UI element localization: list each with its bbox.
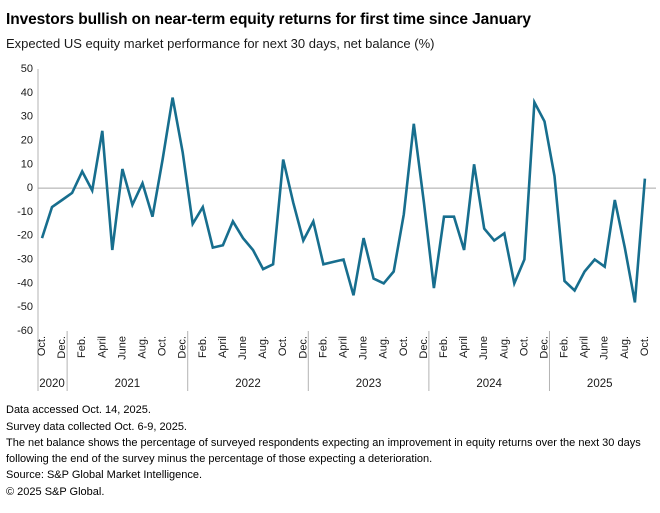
svg-text:April: April <box>96 336 108 358</box>
svg-text:Oct.: Oct. <box>398 336 410 356</box>
svg-text:Oct.: Oct. <box>36 336 48 356</box>
svg-text:Dec.: Dec. <box>56 336 68 359</box>
svg-text:Dec.: Dec. <box>538 336 550 359</box>
chart-footnotes: Data accessed Oct. 14, 2025. Survey data… <box>0 401 660 501</box>
footnote-copyright: © 2025 S&P Global. <box>6 486 105 499</box>
svg-text:40: 40 <box>21 87 33 99</box>
chart-subtitle: Expected US equity market performance fo… <box>6 36 435 52</box>
line-chart: 50 40 30 20 10 0 -10 -20 -30 -40 -50 -60 Oct. Dec. Feb… <box>0 54 660 401</box>
svg-text:April: April <box>217 336 229 358</box>
svg-text:2022: 2022 <box>235 378 261 390</box>
svg-text:-10: -10 <box>17 206 33 218</box>
svg-text:2024: 2024 <box>476 378 502 390</box>
svg-text:Oct.: Oct. <box>277 336 289 356</box>
footnote-data-accessed: Data accessed Oct. 14, 2025. <box>6 403 151 416</box>
svg-text:Aug.: Aug. <box>619 336 631 359</box>
svg-text:Oct.: Oct. <box>639 336 651 356</box>
svg-text:Feb.: Feb. <box>197 336 209 358</box>
svg-text:Feb.: Feb. <box>559 336 571 358</box>
svg-text:Dec.: Dec. <box>297 336 309 359</box>
footnote-source: Source: S&P Global Market Intelligence. <box>6 469 203 482</box>
svg-text:June: June <box>358 336 370 360</box>
svg-text:2025: 2025 <box>587 378 613 390</box>
svg-text:2021: 2021 <box>115 378 141 390</box>
svg-text:Feb.: Feb. <box>76 336 88 358</box>
svg-text:20: 20 <box>21 134 33 146</box>
footnote-methodology: The net balance shows the percentage of … <box>6 437 641 465</box>
svg-text:0: 0 <box>27 182 33 194</box>
svg-text:10: 10 <box>21 158 33 170</box>
year-labels: 2020 2021 2022 2023 2024 2025 <box>39 378 612 390</box>
svg-text:30: 30 <box>21 111 33 123</box>
svg-text:April: April <box>579 336 591 358</box>
net-balance-series-line <box>40 97 647 303</box>
svg-text:April: April <box>337 336 349 358</box>
svg-text:April: April <box>458 336 470 358</box>
year-separators <box>66 330 550 391</box>
x-axis-labels: Oct. Dec. Feb. April June Aug. Oct. Dec. Feb. Apr… <box>36 336 651 360</box>
svg-text:June: June <box>478 336 490 360</box>
footnote-survey-dates: Survey data collected Oct. 6-9, 2025. <box>6 420 187 433</box>
svg-text:Oct.: Oct. <box>518 336 530 356</box>
y-axis-labels: 50 40 30 20 10 0 -10 -20 -30 -40 -50 -60 <box>17 63 33 337</box>
chart-header: Investors bullish on near-term equity re… <box>0 0 660 52</box>
svg-text:-50: -50 <box>17 301 33 313</box>
svg-text:June: June <box>599 336 611 360</box>
svg-text:Aug.: Aug. <box>136 336 148 359</box>
svg-text:2020: 2020 <box>39 378 65 390</box>
svg-text:-20: -20 <box>17 230 33 242</box>
svg-text:June: June <box>237 336 249 360</box>
svg-text:-30: -30 <box>17 254 33 266</box>
svg-text:Aug.: Aug. <box>378 336 390 359</box>
svg-text:2023: 2023 <box>356 378 382 390</box>
svg-text:June: June <box>116 336 128 360</box>
chart-title: Investors bullish on near-term equity re… <box>6 11 531 28</box>
svg-text:Dec.: Dec. <box>418 336 430 359</box>
svg-text:Aug.: Aug. <box>498 336 510 359</box>
svg-text:Oct.: Oct. <box>157 336 169 356</box>
svg-text:50: 50 <box>21 63 33 75</box>
svg-text:Feb.: Feb. <box>317 336 329 358</box>
svg-text:-40: -40 <box>17 277 33 289</box>
svg-text:Feb.: Feb. <box>438 336 450 358</box>
svg-text:-60: -60 <box>17 325 33 337</box>
svg-text:Aug.: Aug. <box>257 336 269 359</box>
svg-text:Dec.: Dec. <box>177 336 189 359</box>
